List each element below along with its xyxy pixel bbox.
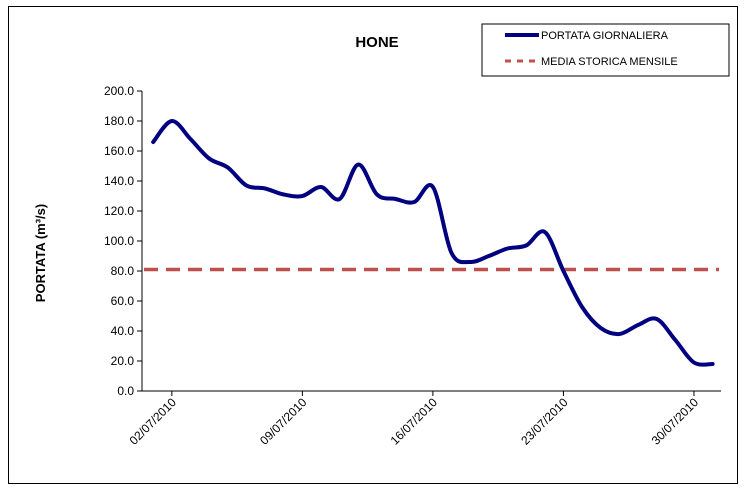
y-tick-label: 140.0 [104,174,134,188]
x-tick-label: 23/07/2010 [518,395,571,448]
x-tick-label: 16/07/2010 [388,395,441,448]
y-tick-label: 120.0 [104,204,134,218]
series-layer [144,119,719,367]
axes [141,91,721,392]
y-tick-label: 160.0 [104,144,134,158]
x-tick-label: 02/07/2010 [127,395,180,448]
y-tick-label: 60.0 [111,294,135,308]
y-axis-label: PORTATA (m³/s) [33,204,48,302]
y-tick-label: 100.0 [104,234,134,248]
y-tick-label: 0.0 [117,384,134,398]
y-tick-label: 20.0 [111,354,135,368]
y-axis-ticks: 0.0 20.0 40.0 60.0 80.0 100.0 120.0 140.0 160.0 1… [104,84,142,398]
y-tick-label: 200.0 [104,84,134,98]
y-tick-label: 80.0 [111,264,135,278]
x-tick-label: 30/07/2010 [649,395,702,448]
x-tick-label: 09/07/2010 [257,395,310,448]
line-chart: HONE PORTATA (m³/s) PORTATA GIORNALIERA … [33,23,730,448]
portata-giornaliera-line [151,119,715,367]
chart-title: HONE [355,34,398,51]
y-tick-label: 40.0 [111,324,135,338]
y-tick-label: 180.0 [104,114,134,128]
legend-label-media: MEDIA STORICA MENSILE [541,56,678,68]
x-axis-ticks: 02/07/2010 09/07/2010 16/07/2010 23/07/2010… [127,391,702,448]
legend-box [481,23,730,77]
legend-label-portata: PORTATA GIORNALIERA [541,30,669,42]
legend: PORTATA GIORNALIERA MEDIA STORICA MENSIL… [481,23,730,77]
chart-frame: HONE PORTATA (m³/s) PORTATA GIORNALIERA … [8,6,738,484]
